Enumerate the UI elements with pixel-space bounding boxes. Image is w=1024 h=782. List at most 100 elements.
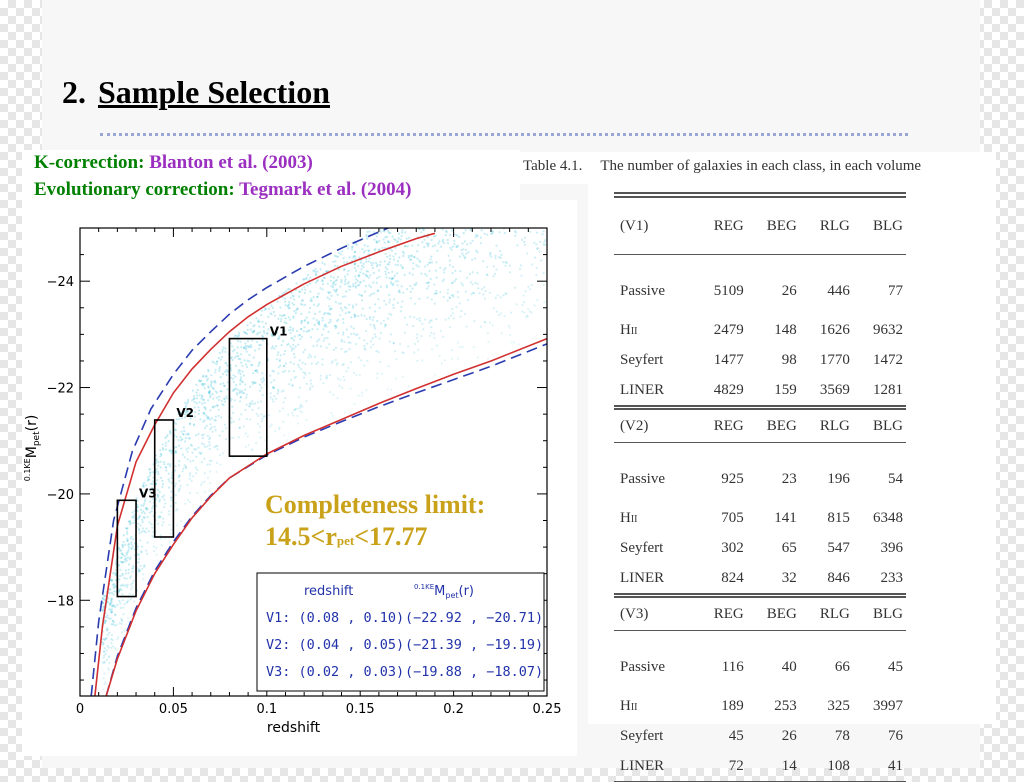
galaxy-point bbox=[108, 608, 110, 610]
galaxy-point bbox=[209, 490, 211, 492]
galaxy-point bbox=[114, 572, 116, 574]
galaxy-point bbox=[232, 437, 234, 439]
galaxy-point bbox=[332, 360, 334, 362]
galaxy-point bbox=[390, 389, 392, 391]
galaxy-point bbox=[392, 236, 394, 238]
galaxy-point bbox=[110, 618, 112, 620]
galaxy-point bbox=[349, 289, 351, 291]
galaxy-point bbox=[445, 267, 447, 269]
galaxy-point bbox=[452, 266, 454, 268]
galaxy-point bbox=[316, 340, 318, 342]
galaxy-point bbox=[221, 403, 223, 405]
galaxy-point bbox=[339, 379, 341, 381]
galaxy-point bbox=[208, 438, 210, 440]
galaxy-point bbox=[346, 261, 348, 263]
galaxy-point bbox=[109, 602, 111, 604]
galaxy-point bbox=[258, 348, 260, 350]
galaxy-point bbox=[536, 232, 538, 234]
galaxy-point bbox=[257, 423, 259, 425]
galaxy-point bbox=[103, 651, 105, 653]
galaxy-point bbox=[132, 565, 134, 567]
galaxy-point bbox=[503, 294, 505, 296]
galaxy-point bbox=[122, 561, 124, 563]
galaxy-point bbox=[358, 394, 360, 396]
galaxy-point bbox=[428, 322, 430, 324]
galaxy-point bbox=[126, 586, 128, 588]
galaxy-point bbox=[337, 397, 339, 399]
galaxy-point bbox=[201, 396, 203, 398]
galaxy-point bbox=[169, 533, 171, 535]
galaxy-point bbox=[481, 229, 483, 231]
galaxy-point bbox=[212, 393, 214, 395]
galaxy-point bbox=[430, 258, 432, 260]
galaxy-point bbox=[441, 222, 443, 224]
galaxy-point bbox=[447, 211, 449, 213]
galaxy-point bbox=[161, 496, 163, 498]
galaxy-point bbox=[245, 433, 247, 435]
galaxy-point bbox=[395, 280, 397, 282]
galaxy-point bbox=[435, 293, 437, 295]
galaxy-point bbox=[324, 324, 326, 326]
galaxy-point bbox=[374, 303, 376, 305]
evolution-reference: Tegmark et al. (2004) bbox=[239, 179, 411, 200]
galaxy-point bbox=[307, 321, 309, 323]
galaxy-point bbox=[260, 387, 262, 389]
galaxy-point bbox=[363, 365, 365, 367]
galaxy-point bbox=[246, 324, 248, 326]
galaxy-point bbox=[204, 481, 206, 483]
galaxy-point bbox=[165, 469, 167, 471]
galaxy-point bbox=[212, 361, 214, 363]
galaxy-point bbox=[396, 219, 398, 221]
galaxy-point bbox=[256, 371, 258, 373]
galaxy-point bbox=[452, 312, 454, 314]
galaxy-point bbox=[219, 352, 221, 354]
legend-row-redshift: V3: (0.02 , 0.03) bbox=[266, 664, 404, 680]
galaxy-point bbox=[318, 303, 320, 305]
galaxy-point bbox=[163, 498, 165, 500]
galaxy-point bbox=[469, 229, 471, 231]
galaxy-point bbox=[539, 250, 541, 252]
galaxy-point bbox=[138, 553, 140, 555]
galaxy-point bbox=[376, 377, 378, 379]
galaxy-point bbox=[344, 411, 346, 413]
galaxy-point bbox=[493, 307, 495, 309]
galaxy-point bbox=[353, 327, 355, 329]
galaxy-point bbox=[453, 240, 455, 242]
galaxy-point bbox=[209, 423, 211, 425]
galaxy-point bbox=[305, 400, 307, 402]
galaxy-point bbox=[322, 328, 324, 330]
row-label-text: Seyfert bbox=[620, 728, 663, 744]
galaxy-point bbox=[108, 632, 110, 634]
galaxy-point bbox=[169, 432, 171, 434]
galaxy-point bbox=[203, 434, 205, 436]
galaxy-point bbox=[347, 273, 349, 275]
galaxy-point bbox=[299, 407, 301, 409]
galaxy-point bbox=[260, 413, 262, 415]
galaxy-point bbox=[284, 301, 286, 303]
galaxy-point bbox=[109, 589, 111, 591]
galaxy-point bbox=[416, 333, 418, 335]
galaxy-point bbox=[335, 301, 337, 303]
galaxy-point bbox=[288, 383, 290, 385]
galaxy-point bbox=[236, 352, 238, 354]
galaxy-point bbox=[401, 285, 403, 287]
galaxy-point bbox=[285, 317, 287, 319]
galaxy-point bbox=[123, 577, 125, 579]
galaxy-point bbox=[530, 210, 532, 212]
galaxy-point bbox=[205, 408, 207, 410]
galaxy-point bbox=[469, 203, 471, 205]
legend-row-redshift: V1: (0.08 , 0.10) bbox=[266, 610, 404, 626]
galaxy-point bbox=[233, 381, 235, 383]
galaxy-point bbox=[163, 463, 165, 465]
galaxy-point bbox=[334, 265, 336, 267]
galaxy-point bbox=[112, 645, 114, 647]
galaxy-point bbox=[125, 628, 127, 630]
galaxy-point bbox=[174, 429, 176, 431]
galaxy-point bbox=[231, 398, 233, 400]
galaxy-point bbox=[314, 356, 316, 358]
galaxy-point bbox=[370, 340, 372, 342]
galaxy-point bbox=[355, 270, 357, 272]
